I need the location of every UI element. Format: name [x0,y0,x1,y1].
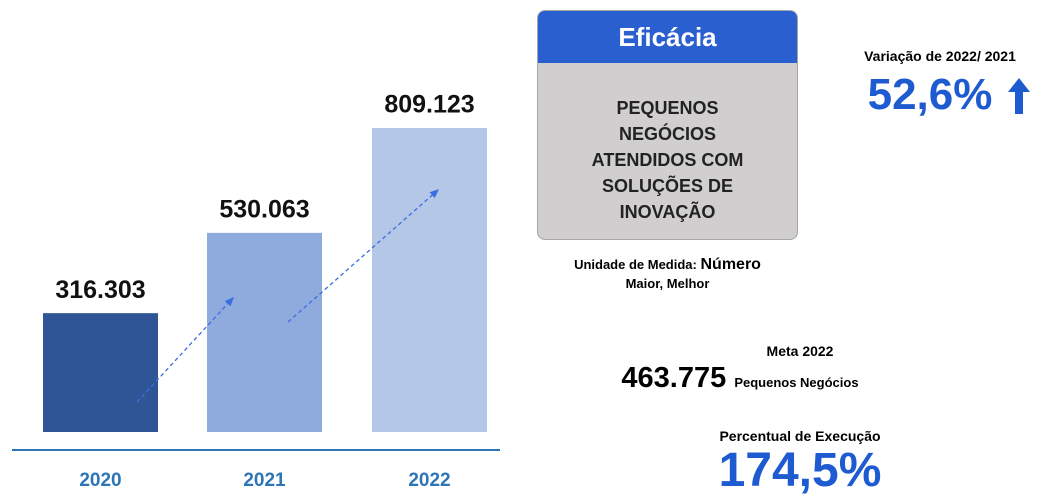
up-arrow [1008,78,1030,114]
x-tick-label: 2020 [79,470,121,491]
bar [43,313,158,432]
trend-arrow [136,297,234,403]
value-label: 530.063 [219,195,309,223]
bar [207,232,322,432]
execution-label: Percentual de Execução [719,428,881,444]
target-label: Meta 2022 [766,343,834,359]
description-line: SOLUÇÕES DE [601,176,734,196]
description-line: INOVAÇÃO [619,202,716,222]
chart: 316.303 2020 530.063 2021 809.123 2022 [12,91,500,491]
value-label: 316.303 [55,276,145,304]
x-tick-label: 2022 [408,470,450,491]
variation-label: Variação de 2022/ 2021 [864,48,1016,64]
x-tick-label: 2021 [243,470,286,491]
variation-value: 52,6% [867,70,993,119]
card-title: Eficácia [538,11,797,63]
indicator-card: Eficácia PEQUENOS NEGÓCIOS ATENDIDOS COM SO… [537,10,798,240]
polarity: Maior, Melhor [625,276,710,291]
bar [372,128,487,432]
description-line: PEQUENOS [616,98,719,118]
unit-value: Número [700,256,761,273]
value-label: 809.123 [384,91,474,119]
target: 463.775 Pequenos Negócios [480,362,1000,395]
unit-label: Unidade de Medida: [574,257,697,272]
trend-arrow [287,189,439,323]
target-value: 463.775 [621,362,727,394]
execution-value: 174,5% [718,444,882,495]
description-line: ATENDIDOS COM [591,150,744,170]
unit: Unidade de Medida: Número [537,256,798,274]
target-unit: Pequenos Negócios [734,375,859,390]
card-description: PEQUENOS NEGÓCIOS ATENDIDOS COM SOLUÇÕES DE… [538,63,797,225]
description-line: NEGÓCIOS [618,124,716,144]
